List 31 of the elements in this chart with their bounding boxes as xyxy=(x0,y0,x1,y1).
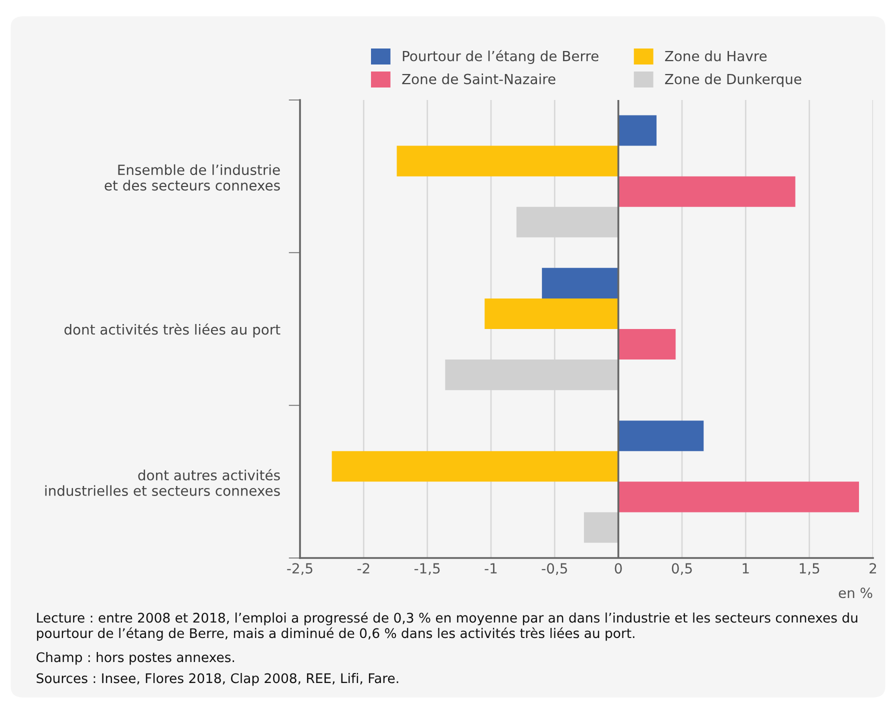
legend-label: Zone de Dunkerque xyxy=(665,74,802,87)
text: Lecture : entre 2008 et 2018, l’emploi a progressé de 0,3 % en moyenne par an dans l’industrie et les secteurs connexes du pourtour de l’étang de Berre, mais a diminué de 0,6 % dans les activités très liées au port. xyxy=(37,612,858,641)
bar xyxy=(618,115,657,146)
bar xyxy=(618,420,704,452)
text: Champ : hors postes annexes. xyxy=(36,652,234,665)
bar xyxy=(332,451,618,482)
y-tick-label: dont activités très liées au port xyxy=(64,323,280,338)
bar xyxy=(396,146,618,176)
bar xyxy=(618,482,859,512)
x-tick-label: -2,5 xyxy=(287,563,312,576)
x-tick-label: -0,5 xyxy=(542,563,568,576)
x-tick-label: -2 xyxy=(357,563,370,574)
bar xyxy=(584,512,618,543)
legend-label: Zone du Havre xyxy=(665,50,767,62)
x-tick-label: 2 xyxy=(870,563,876,574)
bar xyxy=(618,176,796,207)
y-tick-label: dont autres activités industrielles et secteurs connexes xyxy=(45,469,280,496)
x-tick-label: 0 xyxy=(614,563,622,574)
legend-label: Pourtour de l’étang de Berre xyxy=(402,50,598,64)
legend-label: Zone de Saint-Nazaire xyxy=(402,74,556,84)
x-axis-title: en % xyxy=(838,588,872,598)
x-tick-label: 1,5 xyxy=(800,563,820,576)
x-tick-label: -1 xyxy=(484,563,497,574)
x-tick-label: 0,5 xyxy=(672,563,692,576)
x-tick-label: -1,5 xyxy=(414,563,440,576)
source-note: Sources : Insee, Flores 2018, Clap 2008, REE, Lifi, Fare. xyxy=(36,673,398,686)
y-tick-label: Ensemble de l’industrie et des secteurs connexes xyxy=(104,164,280,191)
x-tick-label: 1 xyxy=(742,563,749,574)
bar xyxy=(618,329,676,360)
bar xyxy=(542,268,618,298)
bar xyxy=(484,298,618,329)
